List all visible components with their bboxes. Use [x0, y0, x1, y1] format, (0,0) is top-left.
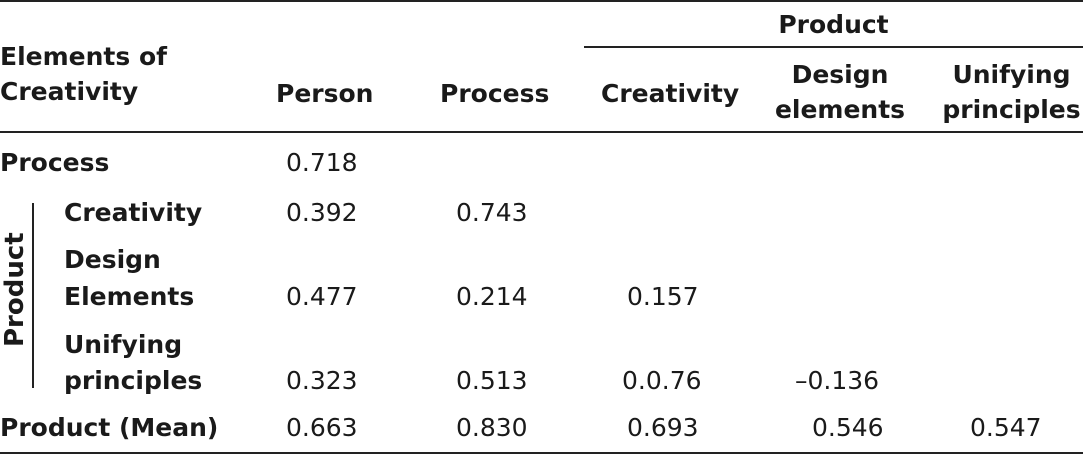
cell-unifying-process: 0.513	[456, 366, 528, 395]
header-elements-of-creativity-line1: Elements of	[0, 42, 167, 71]
cell-mean-process: 0.830	[456, 413, 528, 442]
header-process: Process	[440, 79, 550, 108]
header-person: Person	[276, 79, 374, 108]
cell-process-person: 0.718	[286, 148, 358, 177]
row-label-creativity: Creativity	[64, 198, 203, 227]
cell-design-creativity: 0.157	[627, 282, 699, 311]
table-bottom-rule	[0, 452, 1083, 454]
header-unifying-principles-line1: Unifying	[952, 60, 1071, 89]
cell-mean-design: 0.546	[812, 413, 884, 442]
cell-unifying-design: –0.136	[795, 366, 880, 395]
row-label-design-elements-line1: Design	[64, 245, 161, 274]
table-top-rule	[0, 0, 1083, 2]
header-elements-of-creativity-line2: Creativity	[0, 77, 139, 106]
row-label-product-mean: Product (Mean)	[0, 413, 219, 442]
header-product-group: Product	[778, 10, 889, 39]
cell-mean-unifying: 0.547	[970, 413, 1042, 442]
header-design-elements-line2: elements	[774, 95, 906, 124]
row-label-process: Process	[0, 148, 110, 177]
row-label-design-elements-line2: Elements	[64, 282, 195, 311]
cell-design-process: 0.214	[456, 282, 528, 311]
header-design-elements-line1: Design	[791, 60, 889, 89]
cell-unifying-person: 0.323	[286, 366, 358, 395]
cell-creativity-process: 0.743	[456, 198, 528, 227]
header-bottom-rule	[0, 131, 1083, 133]
cell-mean-creativity: 0.693	[627, 413, 699, 442]
header-unifying-principles-line2: principles	[942, 95, 1081, 124]
cell-creativity-person: 0.392	[286, 198, 358, 227]
cell-mean-person: 0.663	[286, 413, 358, 442]
cell-unifying-creativity: 0.0.76	[622, 366, 702, 395]
product-side-label: Product	[0, 232, 30, 347]
row-label-unifying-line2: principles	[64, 366, 203, 395]
product-side-bar	[32, 203, 34, 388]
header-creativity: Creativity	[601, 79, 740, 108]
cell-design-person: 0.477	[286, 282, 358, 311]
product-group-rule	[584, 46, 1083, 48]
row-label-unifying-line1: Unifying	[64, 330, 183, 359]
